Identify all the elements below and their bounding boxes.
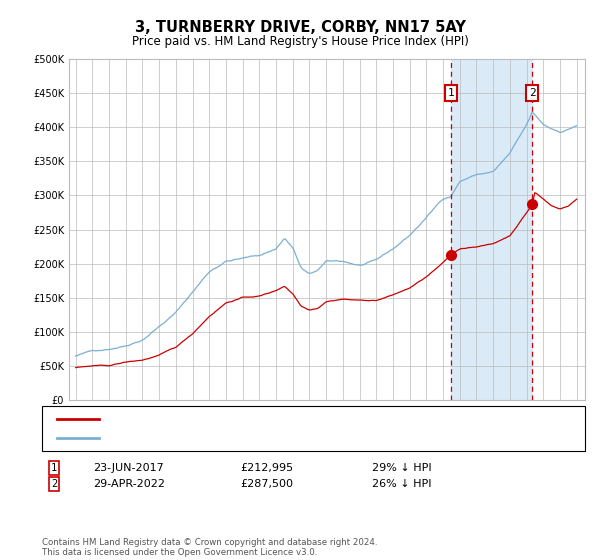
Bar [451, 59, 532, 400]
Text: 2: 2 [529, 88, 535, 98]
Text: 29-APR-2022: 29-APR-2022 [93, 479, 165, 489]
Text: HPI: Average price, detached house, North Northamptonshire: HPI: Average price, detached house, Nort… [108, 433, 428, 444]
Text: 3, TURNBERRY DRIVE, CORBY, NN17 5AY: 3, TURNBERRY DRIVE, CORBY, NN17 5AY [134, 20, 466, 35]
Text: 26% ↓ HPI: 26% ↓ HPI [372, 479, 431, 489]
Text: 2: 2 [51, 479, 57, 489]
Text: 1: 1 [51, 463, 57, 473]
Text: £287,500: £287,500 [240, 479, 293, 489]
Text: 29% ↓ HPI: 29% ↓ HPI [372, 463, 431, 473]
Text: £212,995: £212,995 [240, 463, 293, 473]
Text: 1: 1 [448, 88, 454, 98]
Text: 23-JUN-2017: 23-JUN-2017 [93, 463, 164, 473]
Text: Contains HM Land Registry data © Crown copyright and database right 2024.
This d: Contains HM Land Registry data © Crown c… [42, 538, 377, 557]
Text: 3, TURNBERRY DRIVE, CORBY, NN17 5AY (detached house): 3, TURNBERRY DRIVE, CORBY, NN17 5AY (det… [108, 413, 413, 423]
Text: Price paid vs. HM Land Registry's House Price Index (HPI): Price paid vs. HM Land Registry's House … [131, 35, 469, 48]
